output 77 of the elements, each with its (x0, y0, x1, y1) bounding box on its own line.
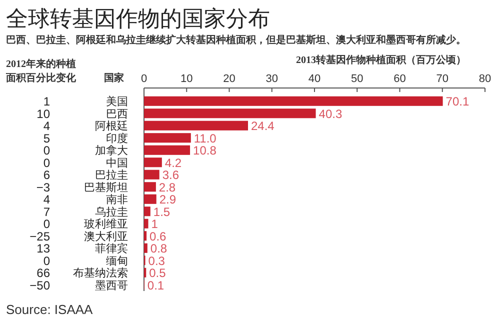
x-axis-title: 2013转基因作物种植面积（百万公顷） (296, 54, 466, 66)
text: −25 (30, 229, 50, 244)
text: 66 (36, 266, 50, 280)
y-tick-label: 巴基斯坦 (84, 180, 128, 194)
y-tick-label: 美国 (106, 95, 128, 108)
y-tick-label: 阿根廷 (95, 120, 128, 133)
data-label: 11.0 (194, 131, 217, 146)
bar (144, 145, 190, 155)
data-label: 4.2 (164, 156, 182, 170)
y-tick-label: 南非 (106, 193, 128, 206)
text: 0 (43, 156, 50, 170)
y-tick-label: 印度 (106, 132, 128, 145)
text: 5 (43, 131, 50, 146)
text: −50 (30, 278, 50, 292)
data-label: 0.3 (148, 254, 166, 268)
x-tick-label: 70 (436, 73, 448, 85)
bar (144, 133, 191, 143)
data-label: 40.3 (318, 106, 342, 121)
y-tick-label: 澳大利亚 (84, 230, 128, 243)
y-tick-label: 巴拉圭 (95, 168, 128, 182)
text: 7 (43, 204, 50, 219)
y-axis-title: 国家 (104, 72, 124, 84)
data-label: 1.5 (153, 204, 170, 219)
x-tick-label: 40 (308, 73, 321, 85)
text: 0 (43, 217, 50, 232)
bar (144, 218, 148, 228)
y-tick-label: 墨西哥 (95, 280, 128, 292)
x-tick-label: 30 (266, 73, 278, 85)
bar (144, 231, 147, 241)
bar (144, 96, 443, 106)
data-label: 3.6 (162, 168, 180, 182)
y-tick-label: 缅甸 (106, 255, 128, 268)
data-label: 1 (151, 217, 158, 232)
data-label: 0.1 (147, 278, 164, 292)
chart-title: 全球转基因作物的国家分布 (6, 6, 270, 31)
x-tick-label: 0 (140, 73, 148, 85)
text: 4 (43, 119, 50, 134)
data-label: 2.9 (159, 192, 176, 207)
y-tick-label: 玻利维亚 (84, 218, 128, 231)
text: 0 (43, 254, 50, 268)
bar (144, 170, 160, 180)
text: 0 (43, 144, 50, 158)
x-tick-label: 50 (351, 73, 364, 85)
text: −3 (36, 180, 50, 194)
x-tick-label: 20 (223, 73, 236, 85)
source-note: Source: ISAAA (6, 302, 94, 317)
y-tick-label: 加拿大 (95, 144, 128, 158)
x-tick-label: 80 (478, 73, 492, 85)
text: 2012年来的种植 (6, 58, 76, 70)
bar (144, 194, 156, 204)
text: 6 (43, 168, 50, 182)
bar (144, 120, 248, 130)
data-label: 0.8 (150, 242, 168, 256)
data-label: 0.5 (149, 266, 166, 280)
bar (144, 108, 316, 118)
data-label: 24.4 (251, 119, 275, 134)
bar (144, 206, 150, 216)
text: 4 (43, 192, 50, 207)
data-label: 0.6 (150, 229, 167, 244)
chart-subtitle: 巴西、巴拉圭、阿根廷和乌拉圭继续扩大转基因种植面积，但是巴基斯坦、澳大利亚和墨西哥有所减少。 (6, 34, 466, 46)
x-tick-label: 60 (394, 73, 406, 85)
bar (144, 182, 156, 192)
text: 10 (36, 106, 50, 121)
bar (144, 243, 148, 253)
text: 1 (43, 94, 50, 109)
text: 面积百分比变化 (5, 72, 77, 84)
y-tick-label: 中国 (106, 156, 128, 170)
y-tick-label: 乌拉圭 (95, 205, 128, 218)
x-tick-label: 10 (180, 73, 193, 85)
data-label: 2.8 (158, 180, 176, 194)
data-label: 70.1 (446, 94, 470, 109)
y-tick-label: 菲律宾 (95, 242, 128, 256)
text: 13 (36, 242, 50, 256)
y-tick-label: 布基纳法索 (73, 266, 128, 280)
data-label: 10.8 (193, 144, 217, 158)
y-tick-label: 巴西 (106, 108, 128, 120)
bar (144, 158, 162, 168)
